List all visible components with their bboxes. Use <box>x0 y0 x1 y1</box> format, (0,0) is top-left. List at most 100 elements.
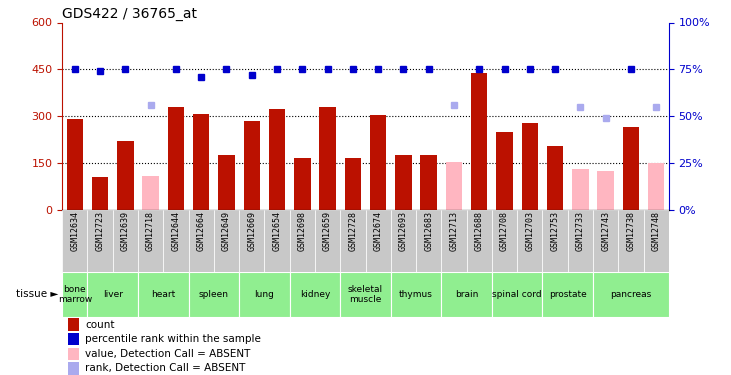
Text: GSM12659: GSM12659 <box>323 211 332 251</box>
Text: GSM12664: GSM12664 <box>197 211 205 251</box>
Bar <box>189 272 239 317</box>
Bar <box>213 210 239 272</box>
Text: GSM12753: GSM12753 <box>550 211 560 251</box>
Bar <box>315 210 340 272</box>
Text: kidney: kidney <box>300 290 330 299</box>
Bar <box>340 210 366 272</box>
Bar <box>370 115 387 210</box>
Bar <box>618 210 643 272</box>
Text: GDS422 / 36765_at: GDS422 / 36765_at <box>62 8 197 21</box>
Bar <box>92 177 108 210</box>
Bar <box>289 210 315 272</box>
Text: GSM12688: GSM12688 <box>474 211 484 251</box>
Bar <box>219 155 235 210</box>
Bar <box>193 114 209 210</box>
Bar <box>492 210 518 272</box>
Bar <box>294 158 311 210</box>
Bar <box>572 170 588 210</box>
Text: rank, Detection Call = ABSENT: rank, Detection Call = ABSENT <box>86 363 246 374</box>
Bar <box>496 132 512 210</box>
Bar <box>395 155 412 210</box>
Text: GSM12674: GSM12674 <box>374 211 382 251</box>
Bar <box>68 318 79 331</box>
Text: heart: heart <box>151 290 175 299</box>
Text: lung: lung <box>254 290 274 299</box>
Bar <box>542 210 568 272</box>
Text: GSM12639: GSM12639 <box>121 211 130 251</box>
Bar <box>643 210 669 272</box>
Bar <box>68 333 79 345</box>
Bar <box>547 146 564 210</box>
Bar <box>62 272 88 317</box>
Text: prostate: prostate <box>549 290 586 299</box>
Text: GSM12683: GSM12683 <box>424 211 433 251</box>
Text: GSM12669: GSM12669 <box>247 211 257 251</box>
Text: GSM12728: GSM12728 <box>349 211 357 251</box>
Bar <box>366 210 391 272</box>
Bar <box>648 163 664 210</box>
Bar <box>416 210 442 272</box>
Text: GSM12698: GSM12698 <box>298 211 307 251</box>
Bar <box>189 210 213 272</box>
Bar <box>113 210 138 272</box>
Text: GSM12748: GSM12748 <box>652 211 661 251</box>
Text: tissue ►: tissue ► <box>16 290 58 299</box>
Bar <box>420 155 437 210</box>
Bar <box>265 210 289 272</box>
Bar <box>68 348 79 360</box>
Bar <box>138 272 189 317</box>
Bar <box>623 127 639 210</box>
Text: brain: brain <box>455 290 478 299</box>
Bar <box>62 210 88 272</box>
Text: bone
marrow: bone marrow <box>58 285 92 304</box>
Text: pancreas: pancreas <box>610 290 651 299</box>
Bar <box>68 362 79 375</box>
Text: GSM12718: GSM12718 <box>146 211 155 251</box>
Text: GSM12733: GSM12733 <box>576 211 585 251</box>
Bar <box>542 272 593 317</box>
Text: GSM12649: GSM12649 <box>222 211 231 251</box>
Text: GSM12743: GSM12743 <box>601 211 610 251</box>
Bar <box>163 210 189 272</box>
Bar <box>442 210 466 272</box>
Text: GSM12703: GSM12703 <box>526 211 534 251</box>
Text: percentile rank within the sample: percentile rank within the sample <box>86 334 261 344</box>
Bar <box>243 121 260 210</box>
Text: GSM12634: GSM12634 <box>70 211 79 251</box>
Text: GSM12654: GSM12654 <box>273 211 281 251</box>
Bar <box>466 210 492 272</box>
Bar <box>340 272 391 317</box>
Bar <box>391 272 442 317</box>
Text: count: count <box>86 320 115 330</box>
Text: GSM12738: GSM12738 <box>626 211 635 251</box>
Bar <box>593 272 669 317</box>
Bar <box>518 210 542 272</box>
Bar <box>471 72 488 210</box>
Text: value, Detection Call = ABSENT: value, Detection Call = ABSENT <box>86 349 251 359</box>
Bar <box>446 162 462 210</box>
Bar <box>88 210 113 272</box>
Bar <box>319 107 336 210</box>
Bar <box>442 272 492 317</box>
Bar <box>289 272 340 317</box>
Bar <box>344 158 361 210</box>
Text: GSM12708: GSM12708 <box>500 211 509 251</box>
Bar <box>88 272 138 317</box>
Text: GSM12723: GSM12723 <box>96 211 105 251</box>
Text: GSM12693: GSM12693 <box>399 211 408 251</box>
Bar <box>138 210 163 272</box>
Bar <box>239 272 289 317</box>
Bar <box>522 123 538 210</box>
Text: skeletal
muscle: skeletal muscle <box>348 285 383 304</box>
Bar <box>239 210 265 272</box>
Bar <box>117 141 134 210</box>
Text: spinal cord: spinal cord <box>493 290 542 299</box>
Bar <box>391 210 416 272</box>
Text: spleen: spleen <box>199 290 229 299</box>
Bar <box>167 107 184 210</box>
Text: thymus: thymus <box>399 290 433 299</box>
Bar <box>67 119 83 210</box>
Bar <box>143 176 159 210</box>
Text: liver: liver <box>102 290 123 299</box>
Bar <box>593 210 618 272</box>
